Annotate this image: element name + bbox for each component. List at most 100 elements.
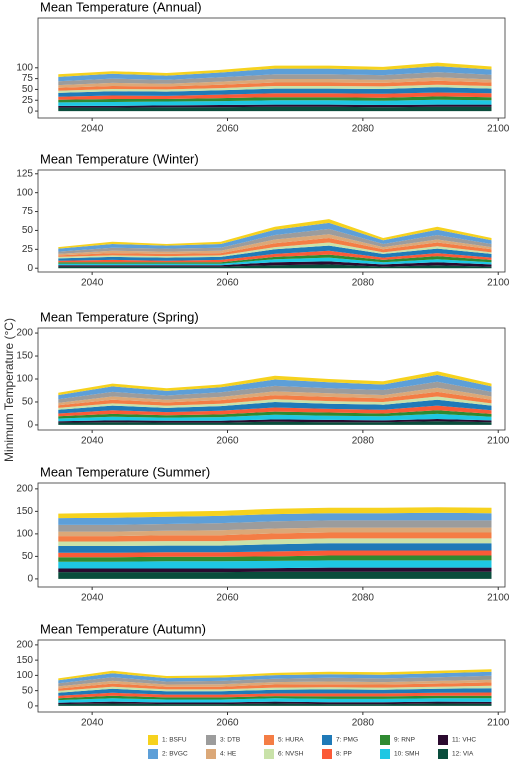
legend-label: 3: DTB	[220, 737, 240, 744]
area	[58, 512, 492, 525]
legend-swatch	[322, 735, 332, 745]
area	[58, 250, 492, 263]
area	[58, 703, 492, 706]
y-tick-label: 0	[27, 263, 33, 274]
x-tick-label: 2040	[81, 718, 104, 729]
legend-label: 2: BVGC	[162, 751, 188, 758]
x-tick-label: 2100	[487, 718, 510, 729]
area	[58, 84, 492, 93]
area	[58, 543, 492, 553]
legend-swatch	[264, 735, 274, 745]
x-tick-label: 2080	[352, 436, 375, 447]
y-tick-label: 25	[22, 244, 34, 255]
area	[58, 413, 492, 422]
y-tick-label: 0	[27, 106, 33, 117]
area	[58, 679, 492, 689]
legend-swatch	[322, 749, 332, 759]
legend-swatch	[148, 735, 158, 745]
area	[58, 698, 492, 703]
area	[58, 228, 492, 254]
x-tick-label: 2040	[81, 124, 104, 135]
area	[58, 66, 492, 82]
area	[58, 520, 492, 532]
x-tick-label: 2100	[487, 124, 510, 135]
area	[58, 571, 492, 579]
area	[58, 560, 492, 569]
y-tick-label: 50	[22, 685, 34, 696]
legend-label: 8: PP	[336, 751, 352, 758]
area	[58, 219, 492, 249]
area	[58, 391, 492, 408]
x-tick-label: 2060	[216, 593, 239, 604]
area	[58, 62, 492, 77]
plot-border	[37, 639, 506, 713]
y-tick-label: 150	[16, 351, 33, 362]
y-tick-label: 100	[16, 670, 33, 681]
area	[58, 421, 492, 425]
area	[58, 396, 492, 410]
y-tick-label: 125	[16, 168, 33, 179]
area	[58, 671, 492, 684]
legend-label: 9: RNP	[394, 737, 415, 744]
area	[58, 410, 492, 419]
panel-title: Mean Temperature (Winter)	[40, 151, 199, 166]
area	[58, 555, 492, 562]
y-axis-label: Minimum Temperature (°C)	[2, 318, 16, 462]
x-tick-label: 2080	[352, 718, 375, 729]
plot-border	[37, 482, 506, 588]
y-tick-label: 100	[16, 62, 33, 73]
legend-label: 4: HE	[220, 751, 237, 758]
x-tick-label: 2080	[352, 278, 375, 289]
area	[58, 80, 492, 91]
area	[58, 242, 492, 259]
area	[58, 532, 492, 542]
area	[58, 106, 492, 112]
areas	[58, 669, 492, 706]
x-tick-label: 2060	[216, 124, 239, 135]
area	[58, 381, 492, 403]
legend-label: 5: HURA	[278, 737, 304, 744]
legend-label: 6: NVSH	[278, 751, 304, 758]
panel-title: Mean Temperature (Annual)	[40, 0, 202, 14]
y-tick-label: 150	[16, 655, 33, 666]
y-tick-label: 50	[22, 551, 34, 562]
areas	[58, 62, 492, 112]
legend-label: 11: VHC	[452, 737, 476, 744]
x-tick-label: 2060	[216, 718, 239, 729]
y-tick-label: 100	[16, 187, 33, 198]
panel-title: Mean Temperature (Autumn)	[40, 621, 206, 636]
area	[58, 682, 492, 691]
area	[58, 92, 492, 100]
y-tick-label: 75	[22, 73, 34, 84]
x-tick-label: 2100	[487, 436, 510, 447]
y-tick-label: 150	[16, 506, 33, 517]
y-tick-label: 0	[27, 420, 33, 431]
y-tick-label: 0	[27, 701, 33, 712]
y-tick-label: 25	[22, 95, 34, 106]
area	[58, 387, 492, 406]
panel-title: Mean Temperature (Summer)	[40, 464, 210, 479]
area	[58, 669, 492, 681]
legend-swatch	[438, 749, 448, 759]
legend-swatch	[148, 749, 158, 759]
y-tick-label: 100	[16, 529, 33, 540]
x-tick-label: 2060	[216, 278, 239, 289]
area	[58, 234, 492, 256]
area	[58, 567, 492, 573]
areas	[58, 219, 492, 269]
area	[58, 245, 492, 261]
legend-label: 1: BSFU	[162, 737, 187, 744]
legend-swatch	[380, 735, 390, 745]
area	[58, 688, 492, 696]
legend-label: 10: SMH	[394, 751, 420, 758]
legend-swatch	[206, 735, 216, 745]
area	[58, 238, 492, 257]
x-tick-label: 2060	[216, 436, 239, 447]
x-tick-label: 2040	[81, 278, 104, 289]
area	[58, 104, 492, 108]
area	[58, 692, 492, 699]
area	[58, 87, 492, 97]
area	[58, 695, 492, 701]
x-tick-label: 2040	[81, 593, 104, 604]
